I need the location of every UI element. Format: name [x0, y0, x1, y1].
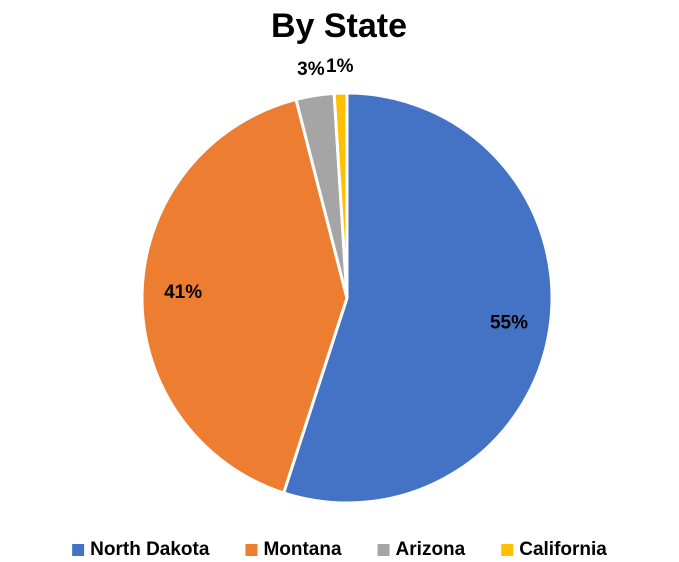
- legend-label: Arizona: [396, 539, 466, 560]
- legend-label: North Dakota: [90, 539, 210, 560]
- pie-slice: [281, 91, 554, 505]
- legend-marker: [245, 544, 258, 556]
- data-label: 1%: [326, 56, 354, 77]
- data-label: 41%: [164, 282, 202, 303]
- legend-marker: [377, 544, 390, 556]
- chart-title: By State: [271, 7, 407, 45]
- legend-marker: [501, 544, 514, 556]
- pie-slice: [332, 91, 349, 299]
- legend-label: Montana: [263, 539, 342, 560]
- data-label: 3%: [297, 59, 325, 80]
- pie-slice: [140, 97, 349, 495]
- data-label: 55%: [490, 313, 528, 334]
- legend-label: California: [519, 539, 607, 560]
- legend-marker: [72, 544, 85, 556]
